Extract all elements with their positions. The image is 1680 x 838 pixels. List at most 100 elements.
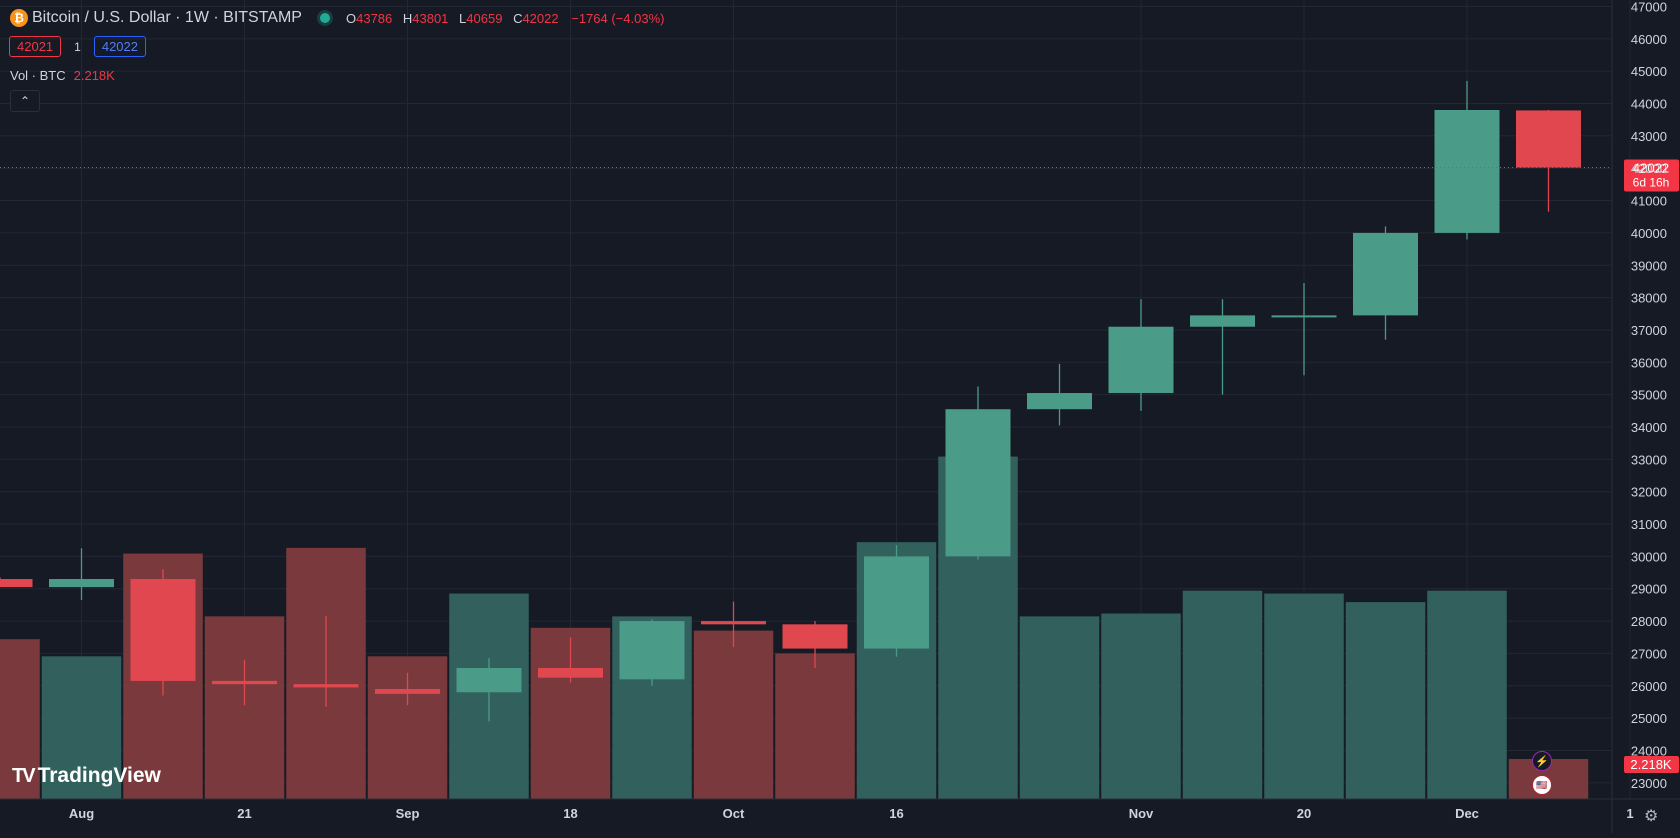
x-tick-label: Oct (723, 806, 745, 821)
candle-body (130, 579, 196, 681)
candle-body (1108, 326, 1174, 394)
ohlc-values: O43786 H43801 L40659 C42022 −1764 (−4.03… (346, 11, 665, 26)
candle-body (1271, 315, 1337, 318)
y-tick-label: 44000 (1631, 97, 1667, 112)
y-tick-label: 32000 (1631, 485, 1667, 500)
volume-bar (775, 653, 855, 799)
sell-button[interactable]: 42021 (9, 36, 62, 57)
candle-body (1353, 232, 1418, 316)
gear-icon[interactable]: ⚙ (1644, 808, 1659, 825)
candle-body (1190, 315, 1255, 327)
bolt-icon[interactable]: ⚡ (1532, 751, 1552, 771)
x-tick-label: 16 (889, 806, 903, 821)
candle-body (945, 409, 1011, 557)
candle-body (212, 680, 277, 685)
y-tick-label: 47000 (1631, 0, 1667, 14)
volume-bar (1101, 613, 1181, 799)
x-tick-label: 18 (563, 806, 577, 821)
y-tick-label: 39000 (1631, 258, 1667, 273)
y-tick-label: 45000 (1631, 64, 1667, 79)
volume-bar (693, 630, 774, 799)
y-tick-label: 31000 (1631, 517, 1667, 532)
tradingview-logo[interactable]: TV TradingView (12, 764, 161, 788)
chevron-up-icon: ⌃ (19, 94, 31, 108)
volume-bar (1019, 616, 1100, 799)
open-label: O (345, 10, 357, 26)
volume-bar (204, 616, 285, 799)
candle-body (1027, 393, 1092, 410)
low-value: 40659 (466, 10, 503, 26)
y-tick-label: 42000 (1631, 161, 1667, 176)
y-tick-label: 25000 (1631, 711, 1667, 726)
y-tick-label: 43000 (1631, 129, 1667, 144)
tradingview-logo-text: TradingView (37, 764, 161, 787)
volume-bar (1427, 590, 1507, 799)
candle-body (456, 667, 522, 693)
candle-body (864, 556, 929, 649)
low-label: L (459, 10, 467, 26)
y-tick-label: 36000 (1631, 355, 1667, 370)
us-flag-icon[interactable]: 🇺🇸 (1532, 775, 1552, 795)
y-tick-label: 28000 (1631, 614, 1667, 629)
high-label: H (402, 10, 413, 26)
y-tick-label: 41000 (1631, 194, 1667, 209)
y-tick-label: 38000 (1631, 291, 1667, 306)
volume-legend[interactable]: Vol · BTC 2.218K (10, 68, 115, 83)
last-volume-label: 2.218K (1630, 757, 1672, 772)
candle-body (538, 667, 603, 678)
volume-bar (1264, 593, 1344, 799)
y-tick-label: 24000 (1631, 743, 1667, 758)
x-tick-label: Dec (1455, 806, 1479, 821)
candle-body (293, 684, 359, 688)
candle-body (1434, 109, 1500, 233)
candle-body (619, 621, 685, 680)
last-price-badge (1624, 159, 1679, 192)
candles (0, 80, 1581, 722)
x-tick-label: Aug (69, 806, 94, 821)
x-tick-label: 20 (1297, 806, 1311, 821)
close-label: C (513, 10, 523, 26)
volume-bar (1345, 602, 1426, 799)
y-tick-label: 37000 (1631, 323, 1667, 338)
y-tick-label: 34000 (1631, 420, 1667, 435)
change-value: −1764 (−4.03%) (571, 10, 665, 26)
buy-button[interactable]: 42022 (93, 36, 146, 57)
last-price-label: 42022 (1633, 160, 1669, 175)
x-tick-label: Sep (396, 806, 420, 821)
y-tick-label: 46000 (1631, 32, 1667, 47)
candle-body (1516, 110, 1581, 168)
y-tick-label: 30000 (1631, 549, 1667, 564)
candle-body (701, 621, 766, 625)
market-status-icon[interactable] (319, 13, 330, 23)
quantity-value[interactable]: 1 (74, 39, 81, 54)
open-value: 43786 (356, 10, 393, 26)
countdown-label: 6d 16h (1633, 175, 1670, 189)
volume-bar (1182, 590, 1263, 799)
high-value: 43801 (412, 10, 449, 26)
bitcoin-icon: ₿ (10, 9, 28, 27)
y-tick-label: 23000 (1631, 776, 1667, 791)
volume-bar (41, 656, 122, 799)
close-value: 42022 (522, 10, 559, 26)
candle-body (782, 624, 848, 649)
axis-labels: 23000 24000 25000 26000 27000 28000 29000 30000… (69, 0, 1672, 821)
y-tick-label: 29000 (1631, 582, 1667, 597)
volume-value: 2.218K (73, 68, 115, 83)
candle-body (375, 689, 440, 694)
y-tick-label: 40000 (1631, 226, 1667, 241)
collapse-legend-button[interactable]: ⌃ (10, 90, 40, 112)
y-tick-label: 33000 (1631, 452, 1667, 467)
x-tick-label: 21 (237, 806, 251, 821)
y-tick-label: 26000 (1631, 679, 1667, 694)
y-tick-label: 35000 (1631, 388, 1667, 403)
symbol-legend[interactable]: ₿ Bitcoin / U.S. Dollar · 1W · BITSTAMP … (10, 9, 664, 27)
symbol-title[interactable]: Bitcoin / U.S. Dollar · 1W · BITSTAMP (32, 9, 302, 26)
volume-label: Vol · BTC (10, 68, 66, 83)
candle-body (49, 579, 114, 588)
tradingview-logo-icon: TV (12, 764, 36, 787)
trade-buttons: 42021 1 42022 (9, 36, 146, 57)
volume-bar (0, 639, 40, 799)
